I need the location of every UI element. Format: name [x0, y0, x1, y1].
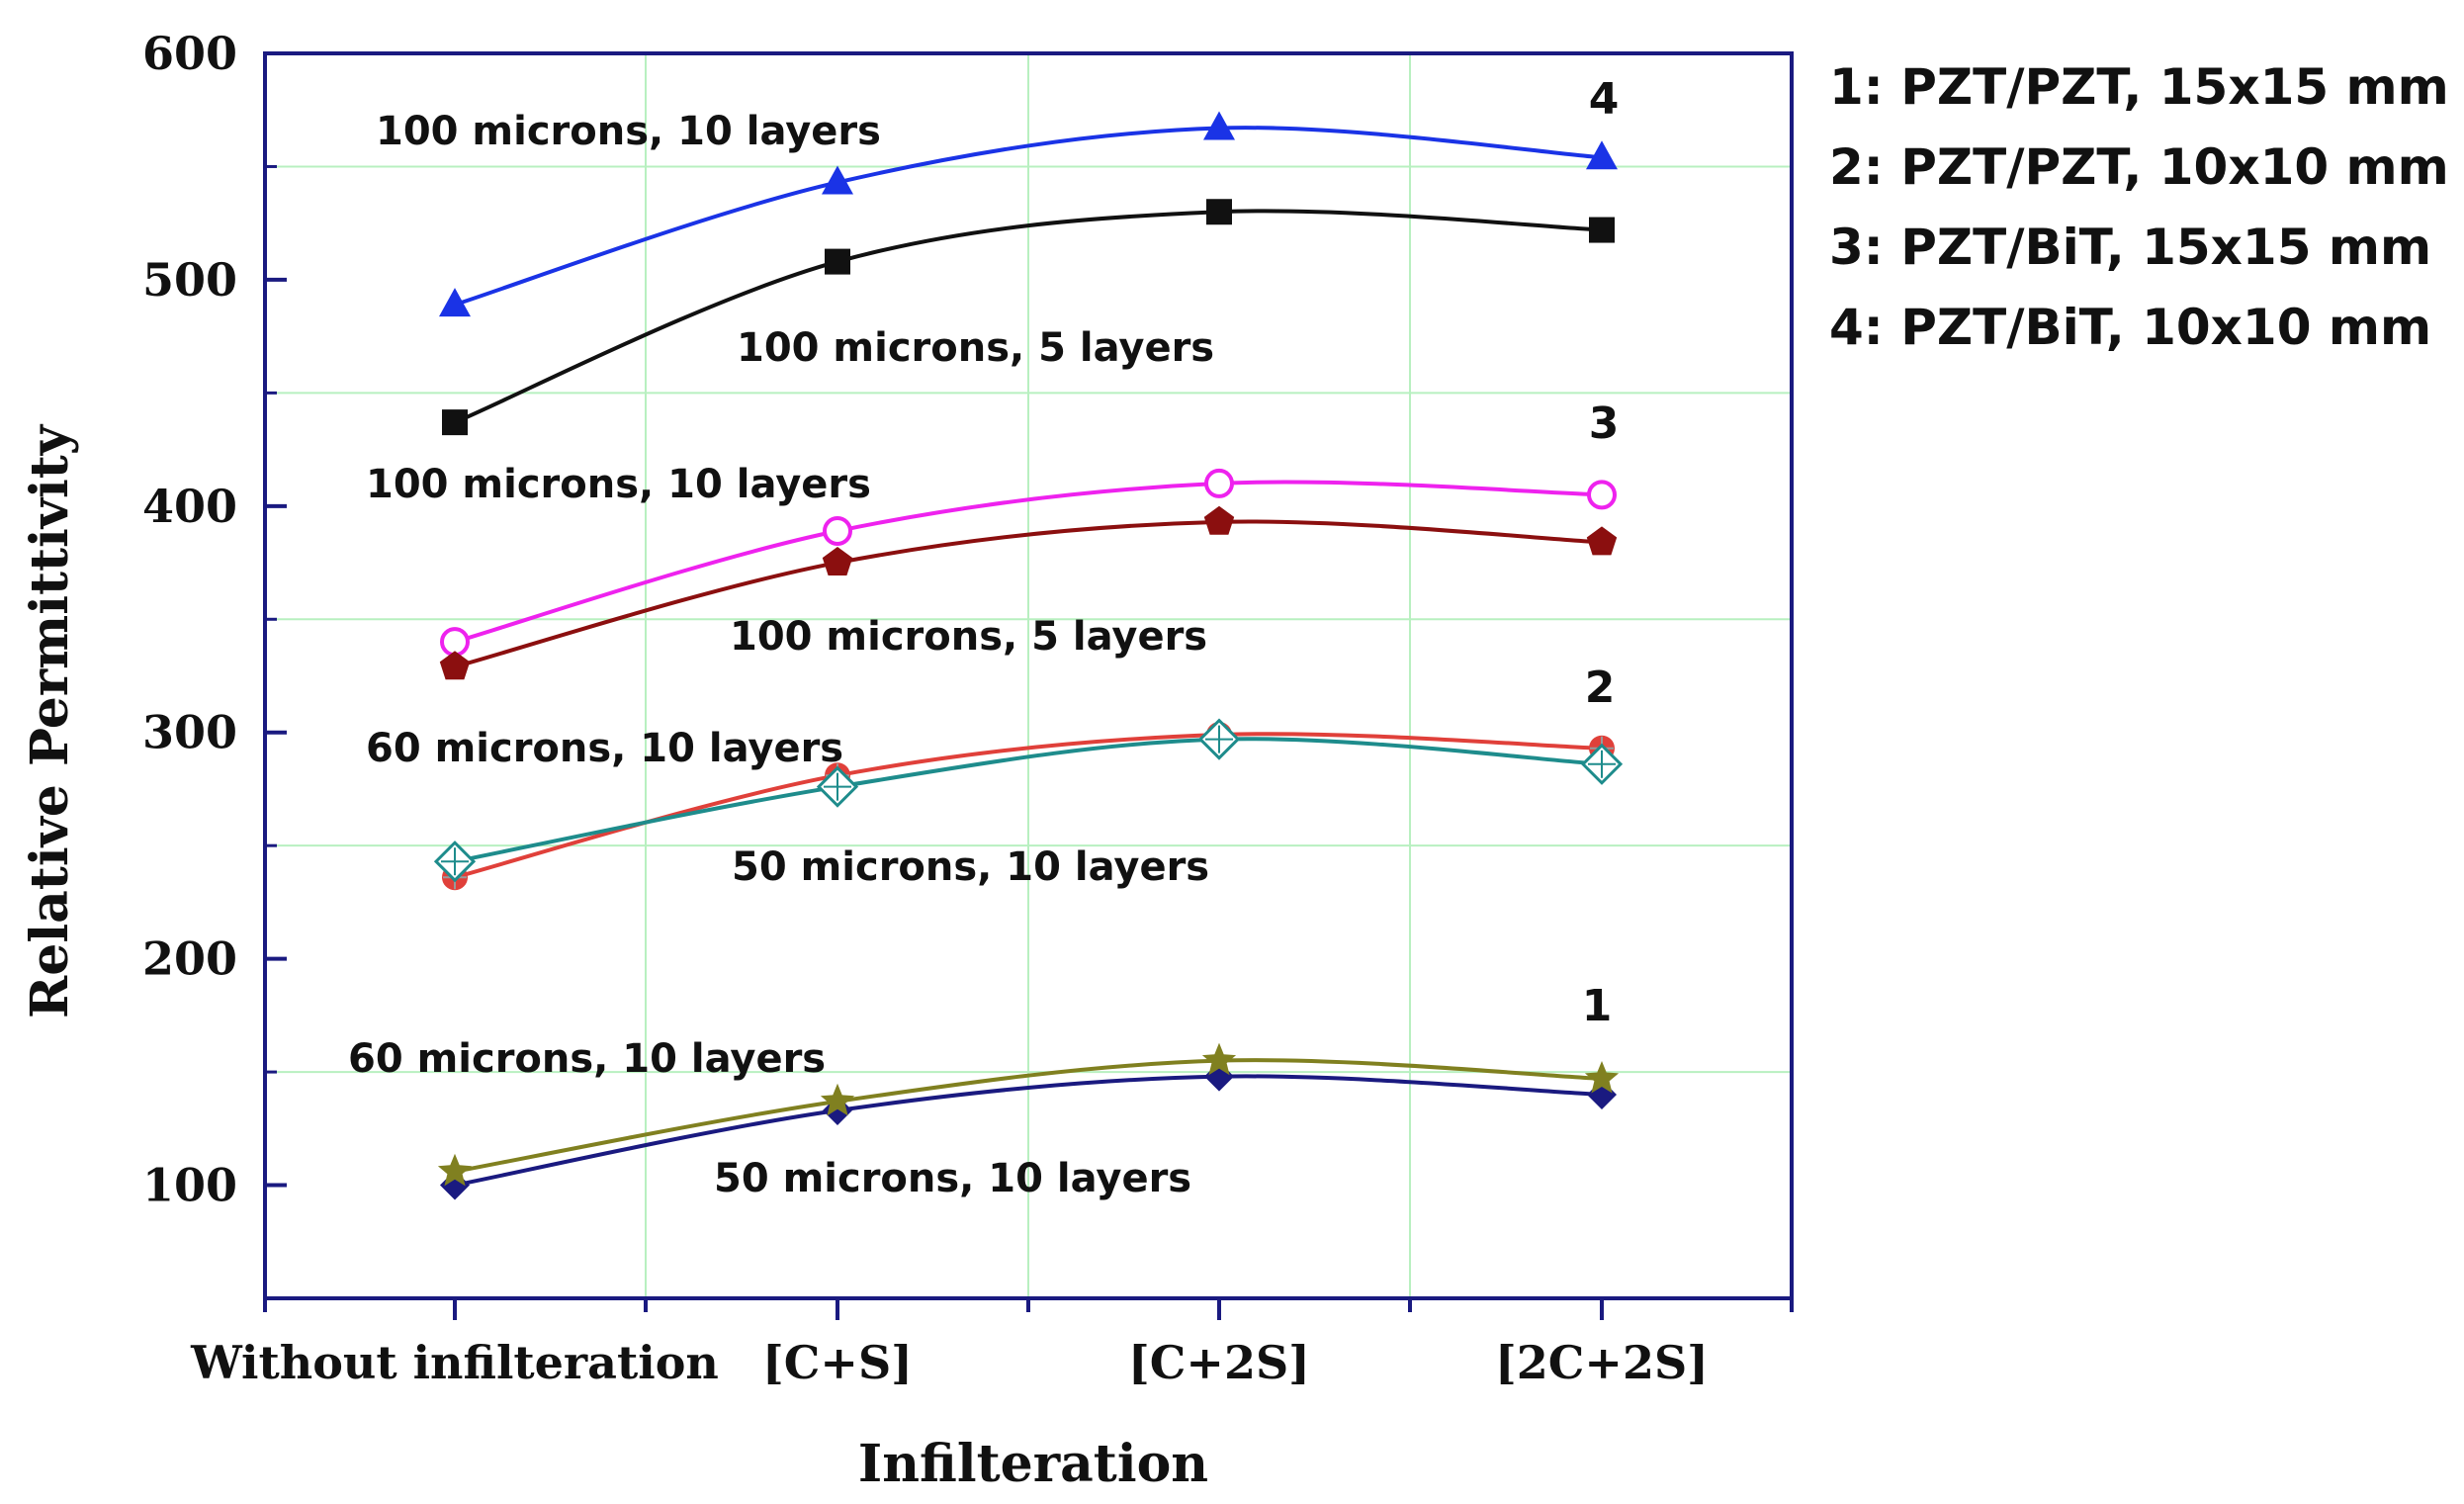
- series-8: [439, 111, 1618, 317]
- series-layer: [433, 111, 1624, 1200]
- annotation-s1-50: 50 microns, 10 layers: [714, 1156, 1191, 1201]
- series-4: [433, 718, 1624, 883]
- y-tick-label: 500: [142, 253, 237, 307]
- annotation-s3-10layers: 100 microns, 10 layers: [366, 462, 871, 507]
- data-point: [822, 165, 853, 195]
- data-point: [820, 1083, 855, 1116]
- x-tick-label: Without infilteration: [190, 1336, 719, 1389]
- series-line: [454, 1058, 1603, 1174]
- data-point: [1586, 526, 1618, 556]
- series-line: [454, 126, 1603, 307]
- data-point: [433, 840, 477, 883]
- data-point: [823, 515, 852, 546]
- y-tick-label: 400: [142, 480, 237, 533]
- legend-entry-4: 4: PZT/BiT, 10x10 mm: [1829, 299, 2431, 356]
- series-7: [442, 199, 1615, 436]
- data-point: [1206, 199, 1232, 225]
- y-tick-label: 200: [142, 932, 237, 986]
- group-number-1: 1: [1582, 981, 1613, 1031]
- data-point: [1204, 468, 1234, 498]
- series-line: [454, 1074, 1603, 1188]
- data-point: [439, 651, 471, 680]
- y-tick-label: 600: [142, 27, 237, 80]
- y-axis-title: Relative Permittivity: [20, 423, 80, 1018]
- x-tick-label: [C+2S]: [1128, 1336, 1310, 1389]
- annotation-s4-5layers: 100 microns, 5 layers: [737, 325, 1214, 371]
- axes-layer: 100 200 300 400 500 600 Without infilteration […: [142, 27, 1794, 1389]
- x-tick-label: [2C+2S]: [1495, 1336, 1709, 1389]
- annotation-s2-50: 50 microns, 10 layers: [732, 844, 1209, 890]
- group-number-2: 2: [1585, 663, 1616, 713]
- series-5: [440, 468, 1617, 658]
- data-point: [1201, 1042, 1237, 1076]
- series-line: [454, 480, 1603, 645]
- annotation-s1-60: 60 microns, 10 layers: [348, 1036, 826, 1082]
- data-point: [1580, 743, 1624, 785]
- legend-entry-3: 3: PZT/BiT, 15x15 mm: [1829, 219, 2431, 276]
- group-number-4: 4: [1589, 74, 1620, 125]
- y-tick-label: 100: [142, 1159, 237, 1212]
- data-point: [1203, 111, 1235, 140]
- data-point: [1587, 480, 1617, 510]
- data-point: [825, 248, 850, 275]
- series-6: [439, 505, 1618, 680]
- data-point: [1584, 1061, 1620, 1094]
- series-line: [454, 732, 1603, 880]
- legend-entry-2: 2: PZT/PZT, 10x10 mm: [1829, 138, 2449, 196]
- data-point: [440, 627, 470, 658]
- data-point: [439, 288, 471, 317]
- grid-lines: [265, 53, 1792, 1298]
- series-line: [454, 209, 1603, 424]
- data-point: [822, 547, 853, 575]
- x-axis-title: Infilteration: [858, 1434, 1208, 1494]
- data-point: [816, 765, 859, 808]
- data-point: [1203, 505, 1235, 535]
- data-point: [442, 409, 468, 436]
- annotation-s4-10layers: 100 microns, 10 layers: [376, 109, 881, 154]
- data-point: [1586, 140, 1618, 170]
- legend-entry-1: 1: PZT/PZT, 15x15 mm: [1829, 58, 2449, 116]
- annotation-s3-5layers: 100 microns, 5 layers: [730, 614, 1207, 660]
- data-point: [1197, 718, 1241, 760]
- series-line: [454, 519, 1603, 669]
- series-2: [437, 1042, 1620, 1187]
- data-point: [437, 1153, 473, 1187]
- series-line: [454, 737, 1603, 864]
- data-point: [1589, 217, 1615, 243]
- x-tick-label: [C+S]: [762, 1336, 913, 1389]
- y-tick-label: 300: [142, 706, 237, 759]
- annotation-s2-60: 60 microns, 10 layers: [366, 726, 843, 771]
- group-number-3: 3: [1589, 398, 1620, 449]
